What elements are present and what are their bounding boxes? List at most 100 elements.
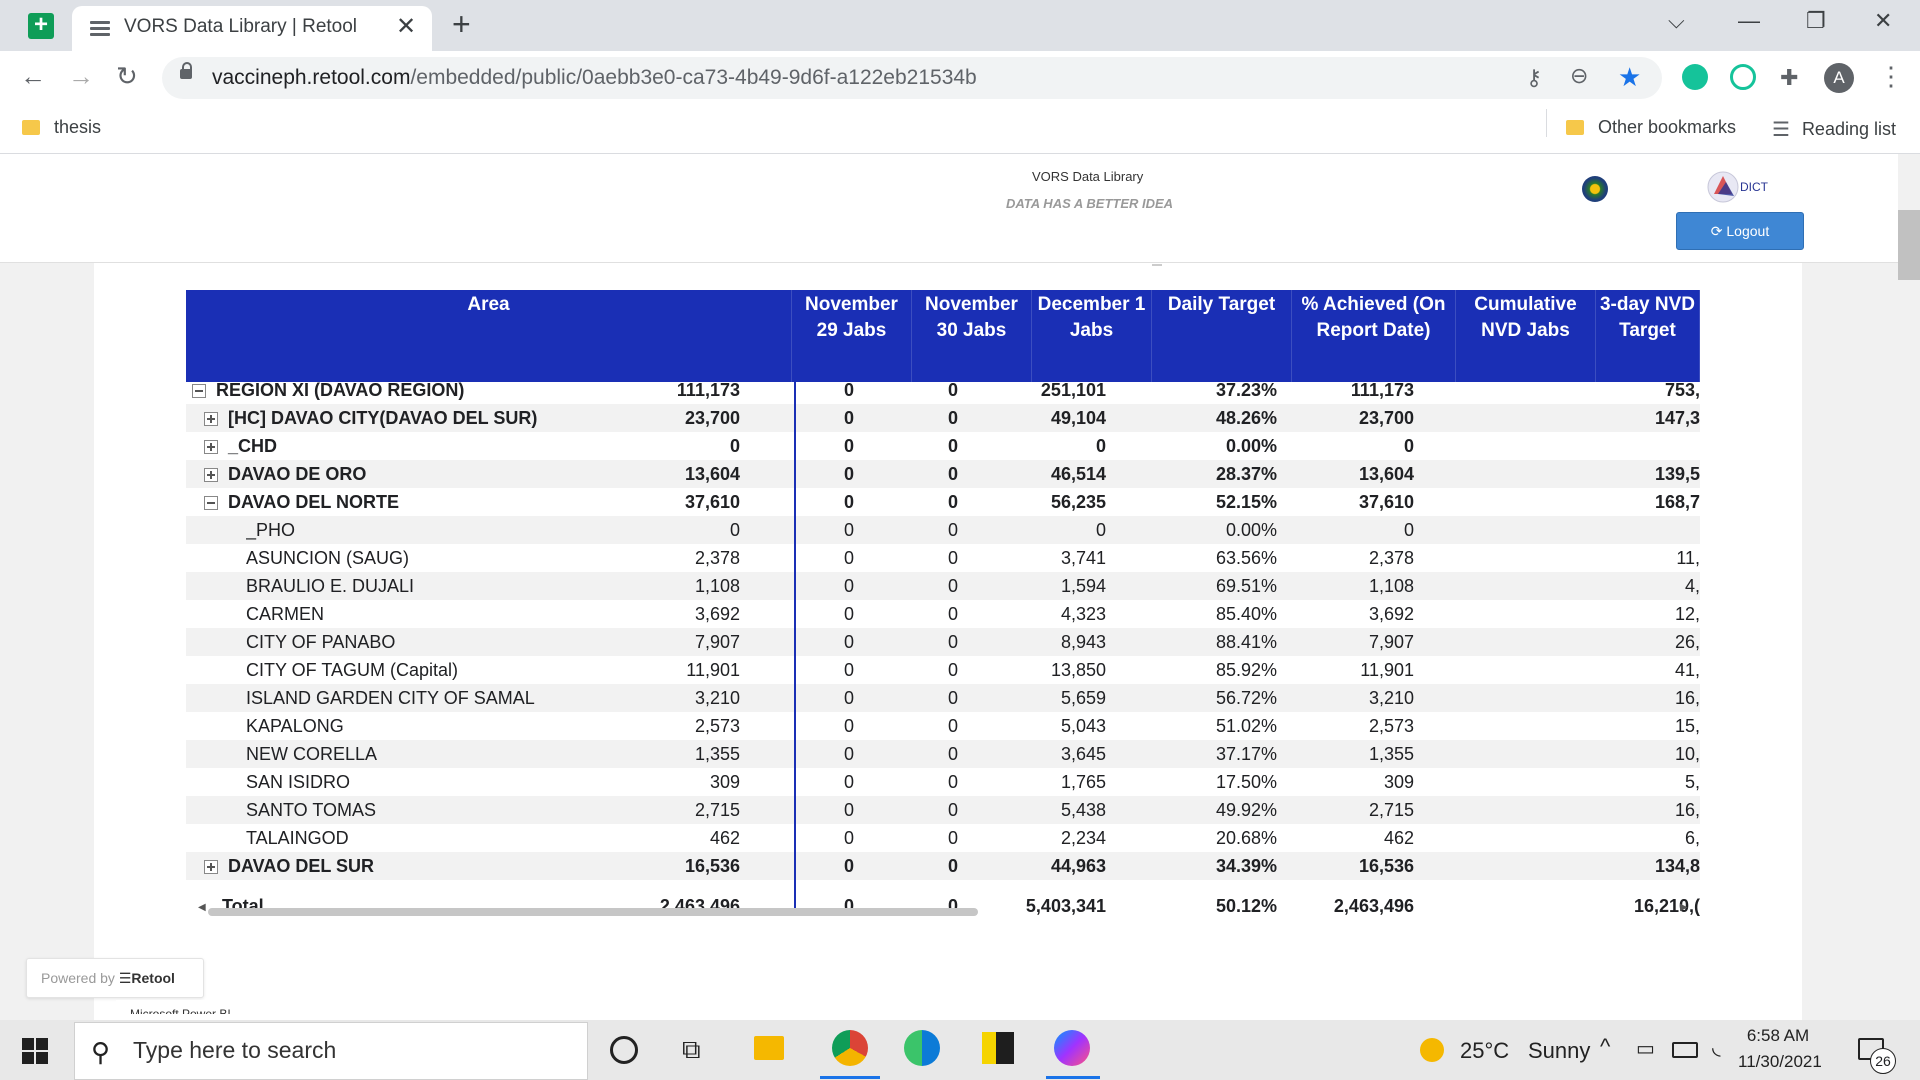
tab-close-icon[interactable]: ✕ (396, 13, 417, 40)
expand-plus-icon[interactable] (204, 860, 218, 874)
key-icon[interactable]: ⚷ (1526, 65, 1543, 90)
grammarly-extension-icon[interactable] (1682, 64, 1708, 90)
clock-time[interactable]: 6:58 AM (1746, 1026, 1810, 1045)
table-row[interactable]: TALAINGOD 462 0 0 2,234 20.68% 462 6, (186, 824, 1700, 852)
expand-plus-icon[interactable] (204, 440, 218, 454)
scroll-right-icon[interactable]: ▶ (1680, 902, 1688, 913)
table-horizontal-scroll-thumb[interactable] (208, 908, 978, 916)
other-bookmarks[interactable]: Other bookmarks (1566, 117, 1736, 138)
scroll-left-icon[interactable]: ◀ (198, 902, 206, 913)
column-header[interactable]: Daily Target (1152, 290, 1292, 382)
logout-button[interactable]: ⟳ Logout (1676, 212, 1804, 250)
meet-now-icon[interactable]: ▭ (1636, 1038, 1655, 1060)
column-header[interactable]: December 1 Jabs (1032, 290, 1152, 382)
panel-drag-handle[interactable] (1152, 264, 1162, 266)
table-row[interactable]: DAVAO DEL NORTE 37,610 0 0 56,235 52.15% 37,61… (186, 488, 1700, 516)
menu-kebab-icon[interactable]: ⋮ (1878, 61, 1904, 91)
notification-count-badge[interactable]: 26 (1870, 1048, 1896, 1074)
table-row[interactable]: DAVAO DEL SUR 16,536 0 0 44,963 34.39% 16,536 1… (186, 852, 1700, 880)
bookmark-thesis[interactable]: thesis (22, 117, 101, 138)
taskbar-search[interactable]: ⚲ Type here to search (74, 1022, 588, 1080)
table-row[interactable]: DAVAO DE ORO 13,604 0 0 46,514 28.37% 13,604 13… (186, 460, 1700, 488)
table-row[interactable]: BRAULIO E. DUJALI 1,108 0 0 1,594 69.51% 1,108… (186, 572, 1700, 600)
windows-start-icon[interactable] (22, 1038, 48, 1064)
tab-search-chevron-icon[interactable]: ⌵ (1668, 8, 1685, 33)
table-row[interactable]: CITY OF PANABO 7,907 0 0 8,943 88.41% 7,907 26, (186, 628, 1700, 656)
back-icon[interactable]: ← (20, 61, 46, 91)
battery-icon[interactable] (1672, 1042, 1698, 1058)
column-header[interactable]: Area (186, 290, 792, 382)
app-header: VORS Data Library DATA HAS A BETTER IDEA… (0, 154, 1898, 263)
zoom-icon[interactable]: ⊖ (1570, 63, 1589, 88)
collapse-minus-icon[interactable] (204, 496, 218, 510)
extensions-puzzle-icon[interactable]: ✚ (1780, 65, 1799, 90)
value-cell: 111,173 (1350, 380, 1414, 400)
sticky-notes-icon[interactable] (982, 1032, 1014, 1064)
table-row[interactable]: [HC] DAVAO CITY(DAVAO DEL SUR) 23,700 0 0 49… (186, 404, 1700, 432)
area-cell: DAVAO DEL SUR (204, 852, 786, 880)
table-row[interactable]: REGION XI (DAVAO REGION) 111,173 0 0 251,101… (186, 376, 1700, 404)
grammarly-alt-extension-icon[interactable] (1730, 64, 1756, 90)
reading-list[interactable]: ☰ Reading list (1772, 119, 1896, 141)
table-row[interactable]: CITY OF TAGUM (Capital) 11,901 0 0 13,850 85.… (186, 656, 1700, 684)
chrome-active-indicator (820, 1076, 880, 1079)
table-row[interactable]: SAN ISIDRO 309 0 0 1,765 17.50% 309 5, (186, 768, 1700, 796)
forward-icon[interactable]: → (68, 61, 94, 91)
window-close-icon[interactable]: ✕ (1874, 8, 1893, 33)
value-cell: 5, (1684, 772, 1700, 792)
file-explorer-icon[interactable] (754, 1036, 784, 1060)
bookmark-star-icon[interactable]: ★ (1618, 62, 1642, 92)
profile-avatar[interactable]: A (1824, 63, 1854, 93)
column-header[interactable]: November 30 Jabs (912, 290, 1032, 382)
column-header[interactable]: November 29 Jabs (792, 290, 912, 382)
google-sheets-icon[interactable]: + (28, 13, 54, 39)
value-cell: 23,700 (1358, 408, 1414, 428)
value-cell: 0 (843, 896, 854, 916)
messenger-active-indicator (1046, 1076, 1100, 1079)
expand-plus-icon[interactable] (204, 412, 218, 426)
value-cell: 309 (1383, 772, 1414, 792)
task-view-icon[interactable]: ⧉ (682, 1034, 701, 1064)
restore-icon[interactable]: ❐ (1806, 8, 1826, 33)
table-row[interactable]: NEW CORELLA 1,355 0 0 3,645 37.17% 1,355 10, (186, 740, 1700, 768)
table-row[interactable]: _CHD 0 0 0 0 0.00% 0 (186, 432, 1700, 460)
value-cell: 0 (843, 464, 854, 484)
value-cell: 7,907 (1368, 632, 1414, 652)
cortana-icon[interactable] (610, 1036, 638, 1064)
page-scrollbar[interactable] (1898, 154, 1920, 1020)
value-cell: 23,700 (684, 408, 740, 428)
minimize-icon[interactable]: — (1738, 8, 1760, 33)
column-header[interactable]: % Achieved (On Report Date) (1292, 290, 1456, 382)
browser-tab[interactable]: VORS Data Library | Retool ✕ (72, 6, 432, 51)
messenger-icon[interactable] (1054, 1030, 1090, 1066)
table-horizontal-scrollbar[interactable]: ◀ ▶ (186, 902, 1700, 916)
collapse-minus-icon[interactable] (192, 384, 206, 398)
value-cell: 1,108 (694, 576, 740, 596)
expand-plus-icon[interactable] (204, 468, 218, 482)
table-row[interactable]: _PHO 0 0 0 0 0.00% 0 (186, 516, 1700, 544)
column-header[interactable]: 3-day NVD Target (1596, 290, 1700, 382)
new-tab-icon[interactable]: + (452, 6, 471, 42)
weather-temp[interactable]: 25°C (1460, 1038, 1510, 1063)
value-cell: 0 (843, 688, 854, 708)
wifi-icon[interactable]: ◟ (1712, 1034, 1721, 1059)
reload-icon[interactable]: ↻ (116, 61, 138, 91)
table-row[interactable]: ASUNCION (SAUG) 2,378 0 0 3,741 63.56% 2,378 11… (186, 544, 1700, 572)
weather-desc[interactable]: Sunny (1528, 1038, 1591, 1063)
url-text[interactable]: vaccineph.retool.com/embedded/public/0ae… (212, 66, 977, 89)
column-header[interactable]: Cumulative NVD Jabs (1456, 290, 1596, 382)
table-row[interactable]: SANTO TOMAS 2,715 0 0 5,438 49.92% 2,715 16, (186, 796, 1700, 824)
table-row[interactable]: KAPALONG 2,573 0 0 5,043 51.02% 2,573 15, (186, 712, 1700, 740)
page-scroll-thumb[interactable] (1898, 210, 1920, 280)
lock-icon[interactable] (180, 62, 192, 79)
area-cell: TALAINGOD (246, 824, 786, 852)
edge-icon[interactable] (904, 1030, 940, 1066)
address-bar[interactable]: vaccineph.retool.com/embedded/public/0ae… (162, 57, 1662, 99)
clock-date[interactable]: 11/30/2021 (1738, 1052, 1822, 1071)
chrome-icon[interactable] (832, 1030, 868, 1066)
table-row[interactable]: ISLAND GARDEN CITY OF SAMAL 3,210 0 0 5,659 5… (186, 684, 1700, 712)
weather-sun-icon[interactable] (1420, 1038, 1444, 1062)
table-row[interactable]: CARMEN 3,692 0 0 4,323 85.40% 3,692 12, (186, 600, 1700, 628)
powered-by-retool-badge[interactable]: Powered by ☰Retool (26, 958, 204, 998)
tray-chevron-up-icon[interactable]: ^ (1600, 1034, 1611, 1059)
